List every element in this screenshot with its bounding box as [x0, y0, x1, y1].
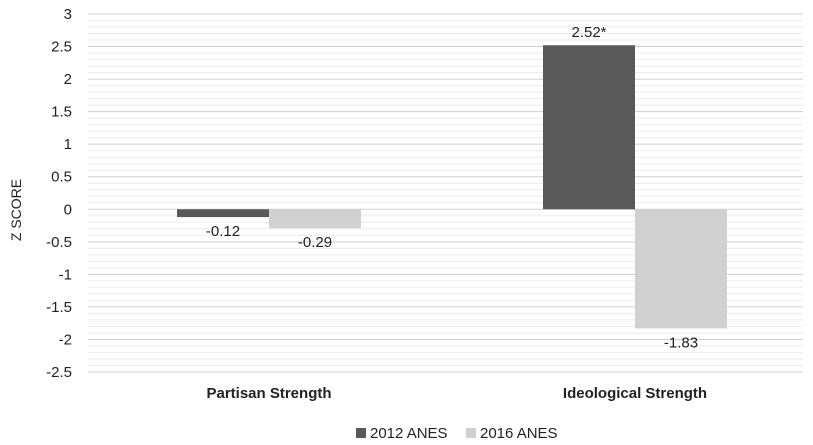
data-label: -1.83	[664, 334, 698, 351]
data-label: 2.52*	[571, 24, 606, 41]
bar	[177, 209, 269, 218]
bar	[543, 45, 635, 210]
y-tick-label: -1	[59, 266, 72, 283]
category-labels: Partisan Strength Ideological Strength	[206, 385, 707, 402]
bars	[177, 45, 727, 329]
data-label: -0.29	[298, 234, 332, 251]
x-category-label: Ideological Strength	[563, 385, 707, 402]
y-tick-label: 2.5	[51, 39, 72, 56]
y-tick-label: 3	[64, 6, 72, 23]
y-tick-label: 0	[64, 201, 72, 218]
legend: 2012 ANES 2016 ANES	[356, 425, 558, 442]
y-tick-label: 1.5	[51, 104, 72, 121]
bar	[269, 209, 361, 229]
data-label: -0.12	[206, 223, 240, 240]
y-tick-label: 0.5	[51, 169, 72, 186]
legend-label: 2016 ANES	[480, 425, 558, 442]
y-tick-label: -2	[59, 331, 72, 348]
data-labels: -0.12 2.52* -0.29 -1.83	[206, 24, 698, 351]
bar	[635, 209, 727, 329]
legend-swatch	[466, 428, 476, 438]
x-category-label: Partisan Strength	[206, 385, 331, 402]
legend-swatch	[356, 428, 366, 438]
y-tick-label: 2	[64, 71, 72, 88]
y-tick-label: 1	[64, 136, 72, 153]
legend-label: 2012 ANES	[370, 425, 448, 442]
y-tick-label: -2.5	[46, 364, 72, 381]
y-tick-label: -1.5	[46, 299, 72, 316]
y-axis-label: Z SCORE	[8, 179, 24, 241]
y-axis-ticks: 3 2.5 2 1.5 1 0.5 0 -0.5 -1 -1.5 -2 -2.5	[46, 6, 72, 381]
y-tick-label: -0.5	[46, 234, 72, 251]
